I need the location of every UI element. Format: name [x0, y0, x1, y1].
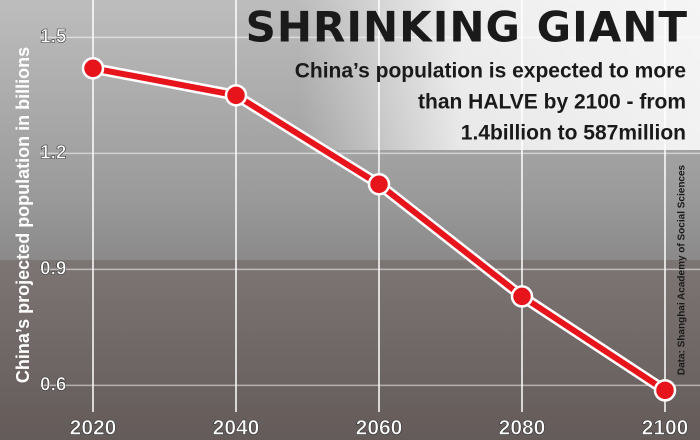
crowd-shade: [0, 260, 700, 440]
point: [81, 57, 105, 80]
source-note: Data: Shanghai Academy of Social Science…: [677, 164, 688, 375]
y-tick-label: 1.5: [40, 26, 67, 47]
point: [510, 285, 534, 308]
x-tick-label: 2100: [642, 417, 689, 440]
point: [367, 173, 391, 196]
point: [653, 379, 677, 402]
y-tick-label: 0.9: [40, 258, 66, 279]
chart-title: SHRINKING GIANT: [246, 3, 688, 52]
y-tick-label: 0.6: [40, 374, 66, 395]
subtitle: China’s population is expected to more: [295, 60, 686, 83]
subtitle: 1.4billion to 587million: [461, 122, 686, 145]
x-tick-label: 2040: [213, 417, 260, 440]
title-panel: [300, 0, 700, 150]
y-tick-label: 1.2: [40, 142, 66, 163]
y-axis-label: China’s projected population in billions: [13, 47, 33, 383]
point: [224, 84, 248, 107]
x-tick-label: 2080: [499, 417, 546, 440]
x-tick-label: 2020: [70, 417, 117, 440]
subtitle: than HALVE by 2100 - from: [418, 91, 686, 114]
x-tick-label: 2060: [356, 417, 403, 440]
